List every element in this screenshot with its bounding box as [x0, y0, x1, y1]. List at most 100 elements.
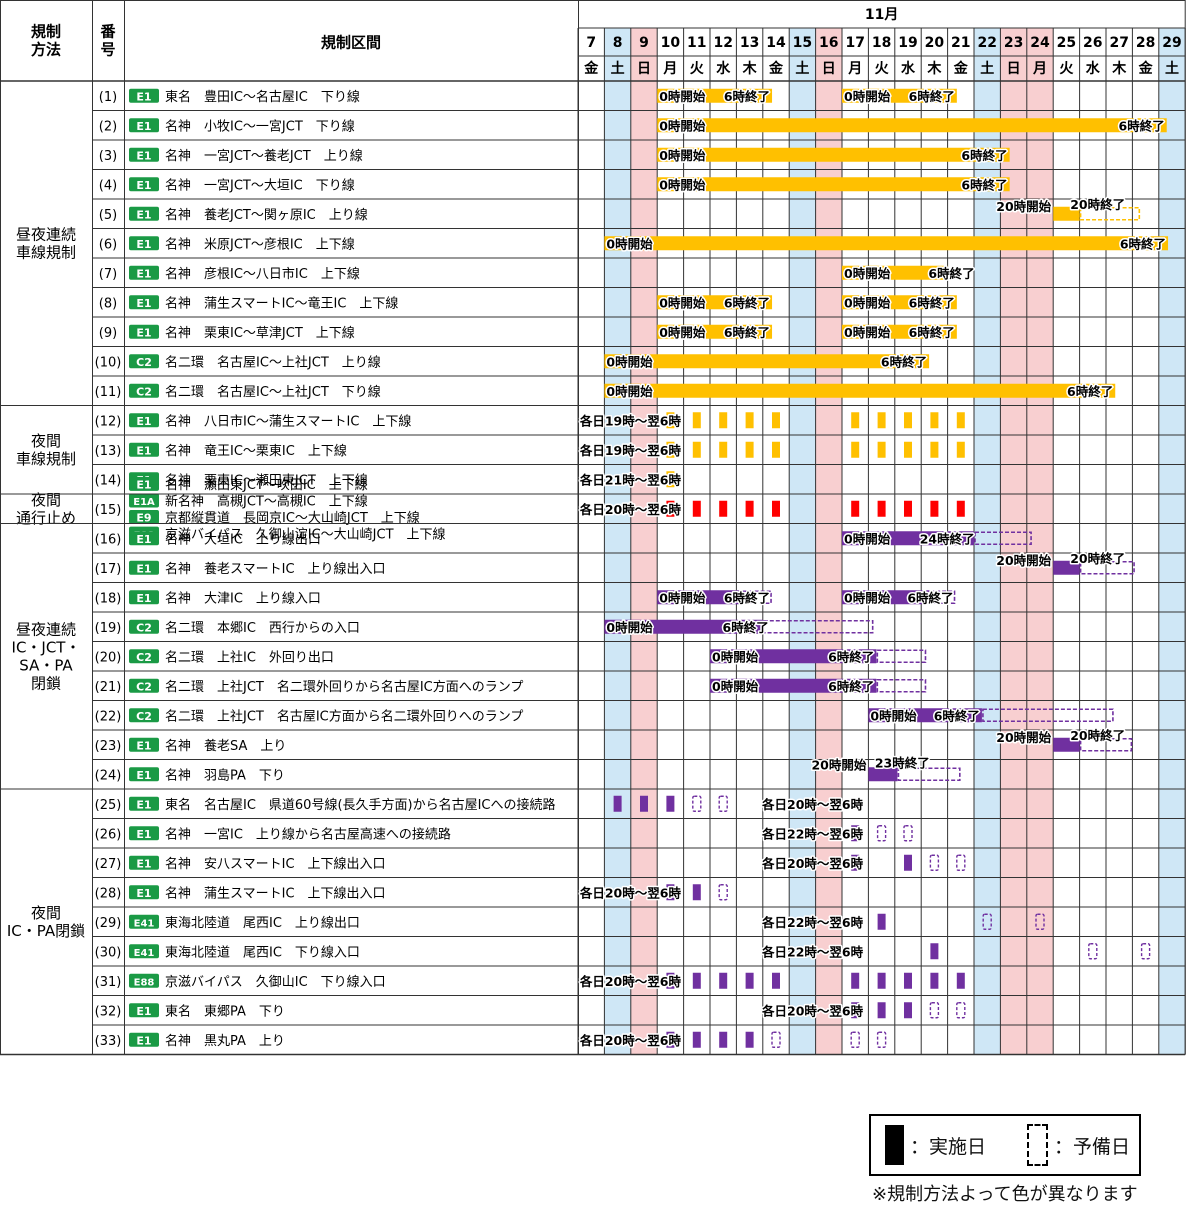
- closure-day-mark: [692, 884, 701, 901]
- reserve-bar: [876, 649, 927, 664]
- svg-text:通行止め: 通行止め: [16, 509, 76, 527]
- section-text: 名神 黒丸PA 上り: [165, 1033, 285, 1049]
- solid-swatch-icon: [885, 1125, 904, 1165]
- section-header: 規制区間: [321, 33, 381, 51]
- closure-day-mark: [851, 500, 860, 517]
- svg-text:夜間: 夜間: [31, 904, 61, 922]
- section-text: 京滋バイパス 久御山IC 下り線入口: [165, 974, 386, 990]
- closure-day-mark: [956, 500, 965, 517]
- closure-bar: [657, 147, 1010, 162]
- reserve-day-mark: [1035, 913, 1045, 930]
- svg-text:E1: E1: [136, 326, 151, 339]
- svg-text:E1A: E1A: [133, 497, 155, 508]
- weekday-label: 日: [637, 61, 651, 77]
- legend-solid: ：実施日: [885, 1116, 986, 1174]
- row-number: (16): [95, 532, 122, 547]
- day-number: 26: [1083, 35, 1102, 51]
- section-text: 名神 養老JCT～関ヶ原IC 上り線: [165, 207, 368, 223]
- closure-bar: [657, 177, 1010, 192]
- road-badge: E1: [129, 442, 159, 457]
- reserve-day-mark: [929, 1002, 940, 1019]
- svg-text:C2: C2: [136, 385, 152, 398]
- svg-text:IC・JCT・: IC・JCT・: [12, 639, 81, 657]
- reserve-day-mark: [956, 854, 966, 871]
- day-column-bg: [604, 28, 631, 1055]
- svg-text:E1: E1: [136, 120, 151, 133]
- row-number: (9): [99, 326, 117, 341]
- closure-day-mark: [851, 1002, 860, 1019]
- closure-day-mark: [692, 412, 701, 429]
- time-label: 0時開始: [844, 325, 891, 340]
- day-number: 19: [898, 35, 917, 51]
- closure-bar: [842, 265, 948, 280]
- daily-time-label: 各日20時～翌6時: [761, 1003, 864, 1018]
- road-badge: E1: [129, 147, 159, 162]
- day-number: 13: [740, 35, 759, 51]
- weekday-label: 水: [716, 60, 731, 77]
- weekday-label: 木: [926, 60, 942, 77]
- closure-day-mark: [851, 441, 860, 458]
- reserve-day-mark: [771, 1031, 781, 1048]
- road-badge: E1: [129, 855, 159, 870]
- svg-text:車線規制: 車線規制: [16, 244, 76, 262]
- time-label: 24時終了: [920, 531, 975, 546]
- closure-day-mark: [930, 500, 939, 517]
- closure-bar: [710, 649, 877, 664]
- svg-text:番: 番: [99, 22, 116, 40]
- svg-text:E1: E1: [136, 415, 151, 428]
- closure-day-mark: [851, 412, 860, 429]
- svg-text:E1: E1: [136, 769, 151, 782]
- section-text: 東名 豊田IC～名古屋IC 下り線: [165, 89, 360, 105]
- daily-time-label: 各日22時～翌6時: [761, 915, 864, 930]
- row-number: (26): [95, 827, 122, 842]
- closure-bar: [842, 590, 930, 605]
- section-text: 名神 小牧IC～一宮JCT 下り線: [165, 118, 355, 134]
- closure-day-mark: [719, 441, 728, 458]
- time-label: 6時終了: [909, 89, 955, 104]
- time-label: 6時終了: [909, 295, 955, 310]
- closure-day-mark: [745, 412, 754, 429]
- closure-bar: [1053, 206, 1080, 221]
- day-number: 20: [925, 35, 945, 51]
- reserve-day-mark: [850, 1031, 860, 1048]
- svg-text:E1: E1: [136, 90, 151, 103]
- time-label: 0時開始: [606, 620, 653, 635]
- section-text: 名二環 上社JCT 名二環外回りから名古屋IC方面へのランプ: [165, 679, 523, 695]
- section-text: 名二環 本郷IC 西行からの入口: [165, 620, 360, 636]
- legend-solid-label: ：実施日: [910, 1135, 987, 1158]
- day-column-bg: [630, 28, 658, 1055]
- reserve-day-mark: [718, 884, 728, 901]
- road-badge: E1: [129, 324, 159, 339]
- weekday-label: 月: [662, 61, 677, 77]
- daily-time-label: 各日20時～翌6時: [579, 885, 682, 900]
- method-header: 規制方法: [31, 22, 61, 58]
- time-label: 0時開始: [606, 236, 653, 251]
- time-label: 6時終了: [1119, 118, 1165, 133]
- svg-text:閉鎖: 閉鎖: [31, 675, 61, 693]
- daily-time-label: 各日22時～翌6時: [761, 944, 864, 959]
- svg-text:E1: E1: [136, 887, 151, 900]
- time-label: 20時開始: [811, 757, 866, 772]
- time-label: 0時開始: [659, 89, 706, 104]
- day-number: 23: [1004, 35, 1023, 51]
- reserve-day-mark: [982, 913, 992, 930]
- section-text: 名二環 名古屋IC～上社JCT 下り線: [165, 384, 381, 400]
- section-text: 名神 蒲生スマートIC 上下線出入口: [165, 885, 386, 901]
- road-badge: C2: [129, 678, 159, 693]
- day-number: 11: [687, 35, 706, 51]
- section-text: 名神 大津IC 上り線入口: [165, 590, 321, 606]
- row-number: (20): [95, 650, 122, 665]
- closure-day-mark: [904, 972, 912, 989]
- row-number: (3): [99, 149, 117, 164]
- closure-day-mark: [692, 972, 701, 989]
- row-number: (5): [99, 208, 117, 223]
- weekday-label: 火: [875, 61, 890, 77]
- closure-day-mark: [666, 795, 675, 812]
- row-number: (15): [95, 503, 122, 518]
- road-badge: E1: [129, 737, 159, 752]
- closure-day-mark: [666, 884, 675, 901]
- svg-text:車線規制: 車線規制: [16, 450, 76, 468]
